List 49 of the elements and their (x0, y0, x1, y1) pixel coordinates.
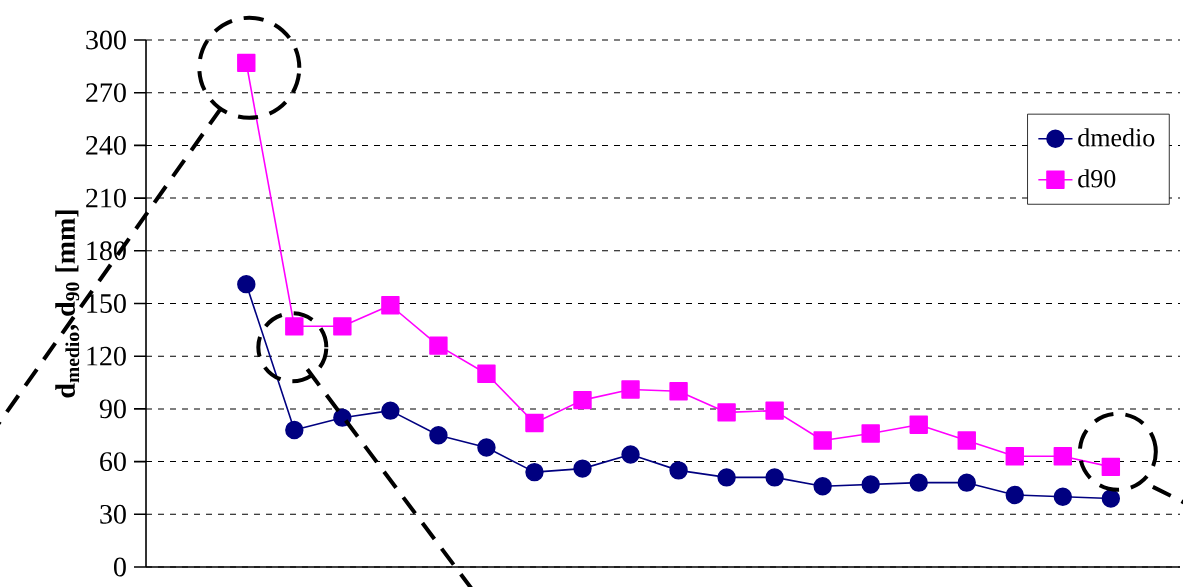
point (429, 336, 448, 355)
point (573, 459, 592, 478)
point (957, 431, 976, 450)
point (909, 415, 928, 434)
point (621, 380, 640, 399)
point (573, 390, 592, 410)
y-tick-label: 210 (86, 188, 126, 208)
point (1101, 489, 1121, 508)
y-tick-label: 270 (86, 83, 126, 103)
point (669, 461, 688, 480)
point (813, 476, 832, 496)
y-tick-label: 150 (87, 294, 126, 313)
y-tick-label: 120 (87, 346, 126, 366)
point (1101, 457, 1121, 477)
y-tick-label: 240 (86, 135, 126, 155)
y-tick-label: 30 (100, 504, 126, 524)
point (525, 462, 544, 482)
point (861, 475, 880, 494)
point (765, 401, 784, 420)
point (765, 468, 784, 487)
legend-label: d90 (1078, 169, 1116, 188)
point (861, 424, 880, 443)
point (285, 420, 304, 440)
point (1053, 487, 1073, 506)
legend-label: dmedio (1078, 128, 1155, 147)
y-tick-label: 180 (87, 241, 126, 261)
point (1005, 485, 1024, 505)
point (237, 274, 256, 294)
point (381, 401, 400, 420)
point (717, 403, 736, 422)
point (1005, 447, 1024, 466)
point (1053, 447, 1073, 466)
point (333, 317, 352, 336)
point (525, 413, 544, 433)
point (957, 473, 976, 492)
point (813, 431, 832, 450)
point (381, 296, 400, 315)
point (621, 445, 640, 464)
point (669, 382, 688, 401)
point (477, 364, 496, 383)
point (429, 426, 448, 445)
point (909, 473, 928, 492)
y-tick-label: 90 (99, 399, 126, 419)
point (477, 438, 496, 457)
point (717, 468, 736, 487)
y-axis-title: d$_{medio}$, d$_{90}$ [mm] (55, 210, 80, 398)
y-tick-label: 60 (100, 452, 126, 472)
y-tick-label: 300 (86, 30, 126, 50)
y-tick-label: 0 (114, 557, 126, 577)
